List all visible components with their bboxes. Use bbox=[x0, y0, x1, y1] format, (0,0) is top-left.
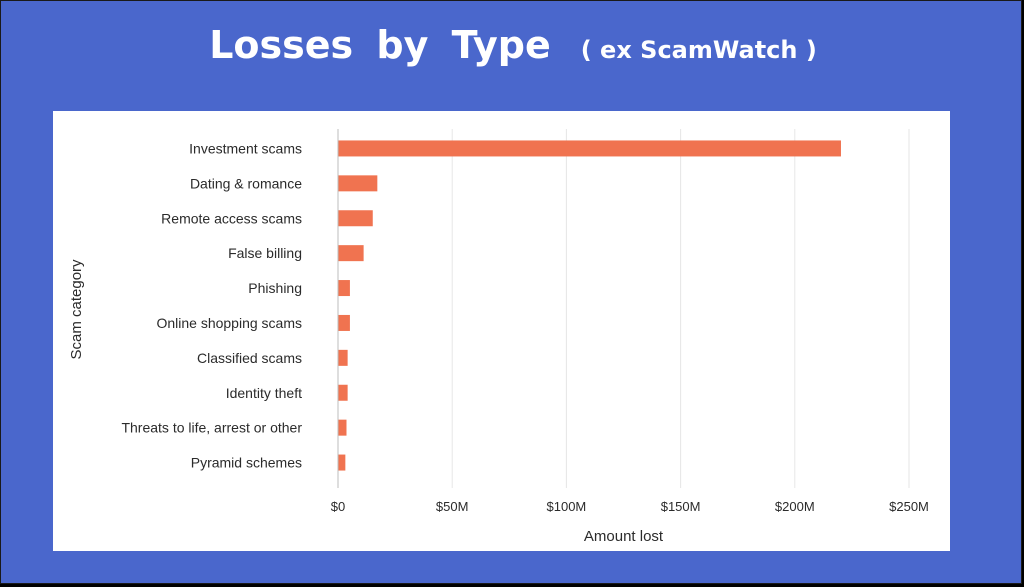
x-tick-labels: $0 $50M $100M $150M $200M $250M bbox=[331, 499, 929, 514]
slide-title: Losses by Type bbox=[209, 23, 551, 67]
bar bbox=[338, 419, 347, 436]
x-tick-label: $150M bbox=[661, 499, 701, 514]
bar bbox=[338, 245, 364, 262]
bar bbox=[338, 314, 350, 331]
category-label: Dating & romance bbox=[190, 175, 302, 191]
bar-chart: Investment scams Dating & romance Remote a… bbox=[68, 129, 929, 545]
x-tick-label: $100M bbox=[547, 499, 587, 514]
category-label: Classified scams bbox=[197, 350, 302, 366]
category-label: False billing bbox=[228, 245, 302, 261]
bars bbox=[338, 140, 841, 471]
y-axis-title: Scam category bbox=[68, 259, 85, 360]
bar bbox=[338, 175, 378, 192]
category-label: Threats to life, arrest or other bbox=[121, 420, 302, 436]
category-labels: Investment scams Dating & romance Remote a… bbox=[121, 140, 302, 470]
bar bbox=[338, 384, 348, 401]
gridlines bbox=[337, 129, 910, 488]
bar bbox=[338, 140, 841, 157]
category-label: Pyramid schemes bbox=[191, 455, 302, 471]
bar bbox=[338, 210, 373, 227]
x-tick-label: $50M bbox=[436, 499, 469, 514]
bar bbox=[338, 454, 346, 471]
category-label: Investment scams bbox=[189, 140, 302, 156]
x-tick-label: $0 bbox=[331, 499, 345, 514]
slide-title-block: Losses by Type ( ex ScamWatch ) bbox=[1, 23, 1024, 67]
category-label: Phishing bbox=[248, 280, 302, 296]
bar bbox=[338, 349, 348, 366]
category-label: Remote access scams bbox=[161, 210, 302, 226]
chart-panel: Investment scams Dating & romance Remote a… bbox=[53, 111, 950, 551]
x-tick-label: $250M bbox=[889, 499, 929, 514]
slide-subtitle: ( ex ScamWatch ) bbox=[580, 36, 817, 64]
x-axis-title: Amount lost bbox=[584, 528, 664, 545]
bar bbox=[338, 280, 350, 297]
category-label: Identity theft bbox=[226, 385, 302, 401]
category-label: Online shopping scams bbox=[156, 315, 302, 331]
x-tick-label: $200M bbox=[775, 499, 815, 514]
